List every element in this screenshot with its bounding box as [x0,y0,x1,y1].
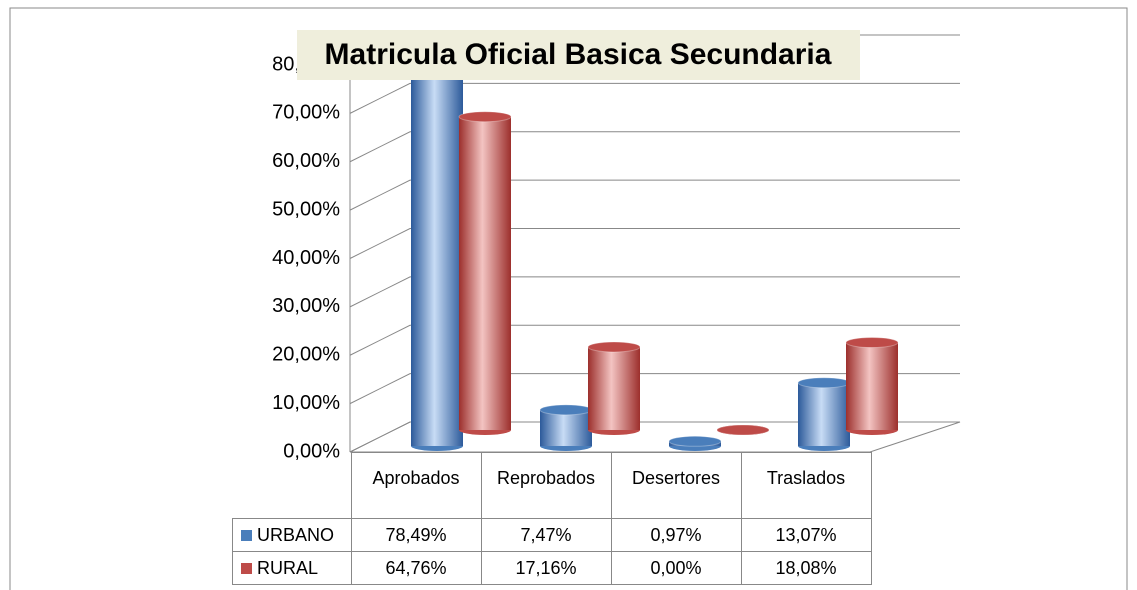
value-label: 13,07% [740,518,872,552]
grid-line [349,276,960,308]
y-tick-label: 50,00% [272,198,340,220]
grid-line [349,228,960,259]
cylinder [797,377,851,451]
legend-swatch [241,529,252,541]
grid-line [349,82,960,114]
cylinder-body [459,116,511,430]
value-label: 7,47% [480,518,612,552]
legend-label: RURAL [257,557,319,578]
cylinder-top [458,111,512,123]
value-label: 0,00% [610,551,742,585]
frame [9,7,1128,590]
cylinder-top [716,424,770,436]
legend-cell: RURAL [232,551,352,585]
grid-line [349,421,960,453]
series-row: URBANO 78,49% 7,47% 0,97% 13,07% [232,518,872,552]
y-tick-label: 40,00% [272,247,340,269]
cylinder [845,337,899,435]
legend-label: URBANO [257,524,335,545]
value-label: 64,76% [350,551,482,585]
legend-swatch [241,562,252,574]
series-row: RURAL 64,76% 17,16% 0,00% 18,08% [232,551,872,585]
category-header: Traslados [740,452,872,519]
cylinder [668,435,722,451]
cylinder-body [798,382,850,446]
data-table: Aprobados Reprobados Desertores Traslados U… [232,452,872,585]
title-box [297,30,860,80]
y-tick-label: 70,00% [272,102,340,124]
cylinder-body [588,346,640,430]
y-tick-label: 0,00% [283,440,340,462]
y-tick-label: 20,00% [272,344,340,366]
value-label: 78,49% [350,518,482,552]
cylinder [716,424,770,436]
cylinder-body [540,409,592,446]
grid-line [349,179,960,211]
cylinder-top [668,435,722,447]
grid-line [349,324,960,356]
value-label: 0,97% [610,518,742,552]
category-header: Aprobados [350,452,482,519]
cylinder-top [845,337,899,349]
cylinder [410,60,464,451]
blank-cell [233,453,352,519]
value-label: 18,08% [740,551,872,585]
category-header: Desertores [610,452,742,519]
cylinder [587,341,641,435]
cylinder [458,111,512,435]
y-tick-label: 10,00% [272,392,340,414]
category-header: Reprobados [480,452,612,519]
y-tick-label: 30,00% [272,295,340,317]
grid-line [349,373,960,405]
y-tick-label: 60,00% [272,150,340,172]
grid-line [349,131,960,163]
legend-cell: URBANO [232,518,352,552]
cylinder-top [797,377,851,389]
cylinder-top [539,404,593,416]
chart-title: Matricula Oficial Basica Secundaria [325,38,832,71]
cylinder-body [411,66,463,446]
cylinder [539,404,593,451]
cylinder-top [587,341,641,353]
value-label: 17,16% [480,551,612,585]
cylinder-body [846,342,898,430]
